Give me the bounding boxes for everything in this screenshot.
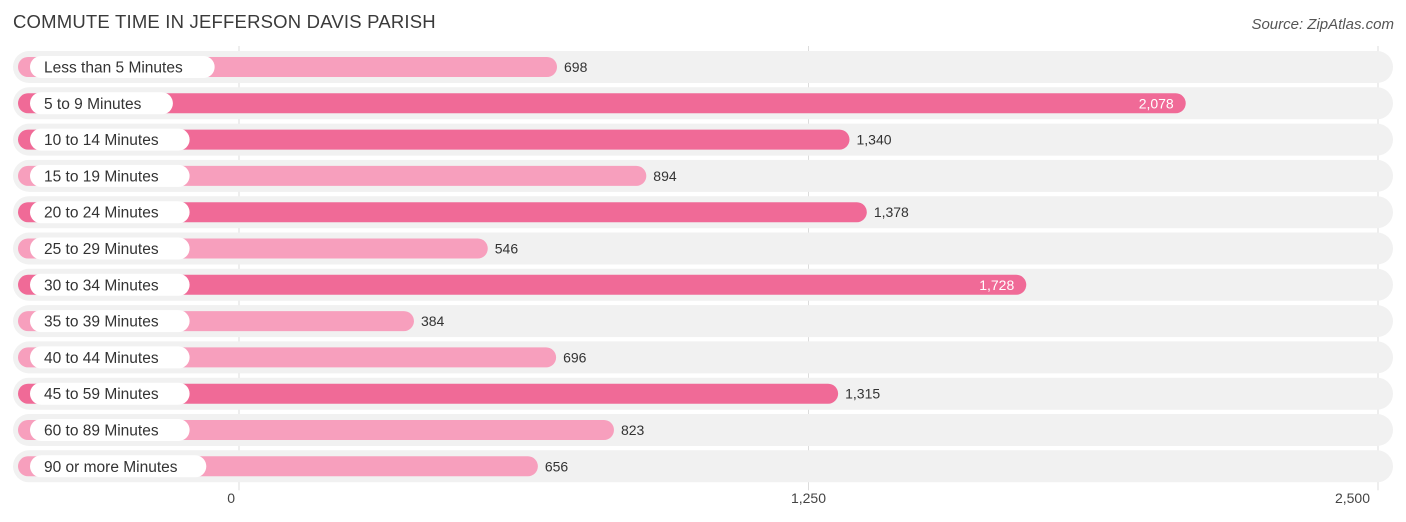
category-label: 45 to 59 Minutes bbox=[44, 386, 159, 403]
value-label: 546 bbox=[495, 241, 519, 257]
value-label: 1,378 bbox=[874, 204, 909, 220]
bar bbox=[18, 202, 867, 223]
value-label: 1,340 bbox=[857, 132, 892, 148]
bar bbox=[18, 93, 1186, 114]
x-axis-ticks: 0 1,250 2,500 bbox=[227, 490, 1370, 506]
category-pill bbox=[30, 237, 190, 260]
category-pill bbox=[30, 92, 173, 115]
category-label: 60 to 89 Minutes bbox=[44, 423, 159, 440]
bar bbox=[18, 129, 850, 150]
source-label: Source: ZipAtlas.com bbox=[1251, 16, 1394, 33]
value-label: 696 bbox=[563, 349, 587, 365]
category-pill bbox=[30, 273, 190, 296]
category-label: 15 to 19 Minutes bbox=[44, 168, 159, 185]
value-label: 656 bbox=[545, 458, 569, 474]
category-label: 90 or more Minutes bbox=[44, 459, 178, 476]
category-label: 30 to 34 Minutes bbox=[44, 277, 159, 294]
category-pill bbox=[30, 128, 190, 151]
value-label: 894 bbox=[653, 168, 677, 184]
category-pill bbox=[30, 419, 190, 441]
category-label: 5 to 9 Minutes bbox=[44, 96, 142, 113]
category-label: 25 to 29 Minutes bbox=[44, 241, 159, 258]
category-pill bbox=[30, 310, 190, 333]
value-label: 1,728 bbox=[979, 277, 1014, 293]
value-label: 2,078 bbox=[1139, 95, 1174, 111]
category-label: 35 to 39 Minutes bbox=[44, 314, 159, 331]
category-label: 40 to 44 Minutes bbox=[44, 350, 159, 367]
bar bbox=[18, 383, 839, 404]
category-pill bbox=[30, 56, 215, 78]
value-label: 384 bbox=[421, 313, 445, 329]
value-label: 823 bbox=[621, 422, 645, 438]
x-tick-label: 2,500 bbox=[1335, 490, 1370, 506]
category-label: Less than 5 Minutes bbox=[44, 60, 183, 77]
category-label: 10 to 14 Minutes bbox=[44, 132, 159, 149]
category-pill bbox=[30, 346, 190, 369]
value-label: 698 bbox=[564, 59, 588, 75]
rows-layer: Less than 5 Minutes 698 5 to 9 Minutes 2,07… bbox=[13, 51, 1393, 483]
category-pill bbox=[30, 201, 190, 224]
chart-title: COMMUTE TIME IN JEFFERSON DAVIS PARISH bbox=[13, 11, 436, 32]
category-pill bbox=[30, 164, 190, 187]
bar bbox=[18, 274, 1027, 295]
category-label: 20 to 24 Minutes bbox=[44, 205, 159, 222]
category-pill bbox=[30, 455, 207, 478]
x-tick-label: 1,250 bbox=[791, 490, 826, 506]
category-pill bbox=[30, 382, 190, 405]
x-tick-label: 0 bbox=[227, 490, 235, 506]
value-label: 1,315 bbox=[845, 386, 880, 402]
